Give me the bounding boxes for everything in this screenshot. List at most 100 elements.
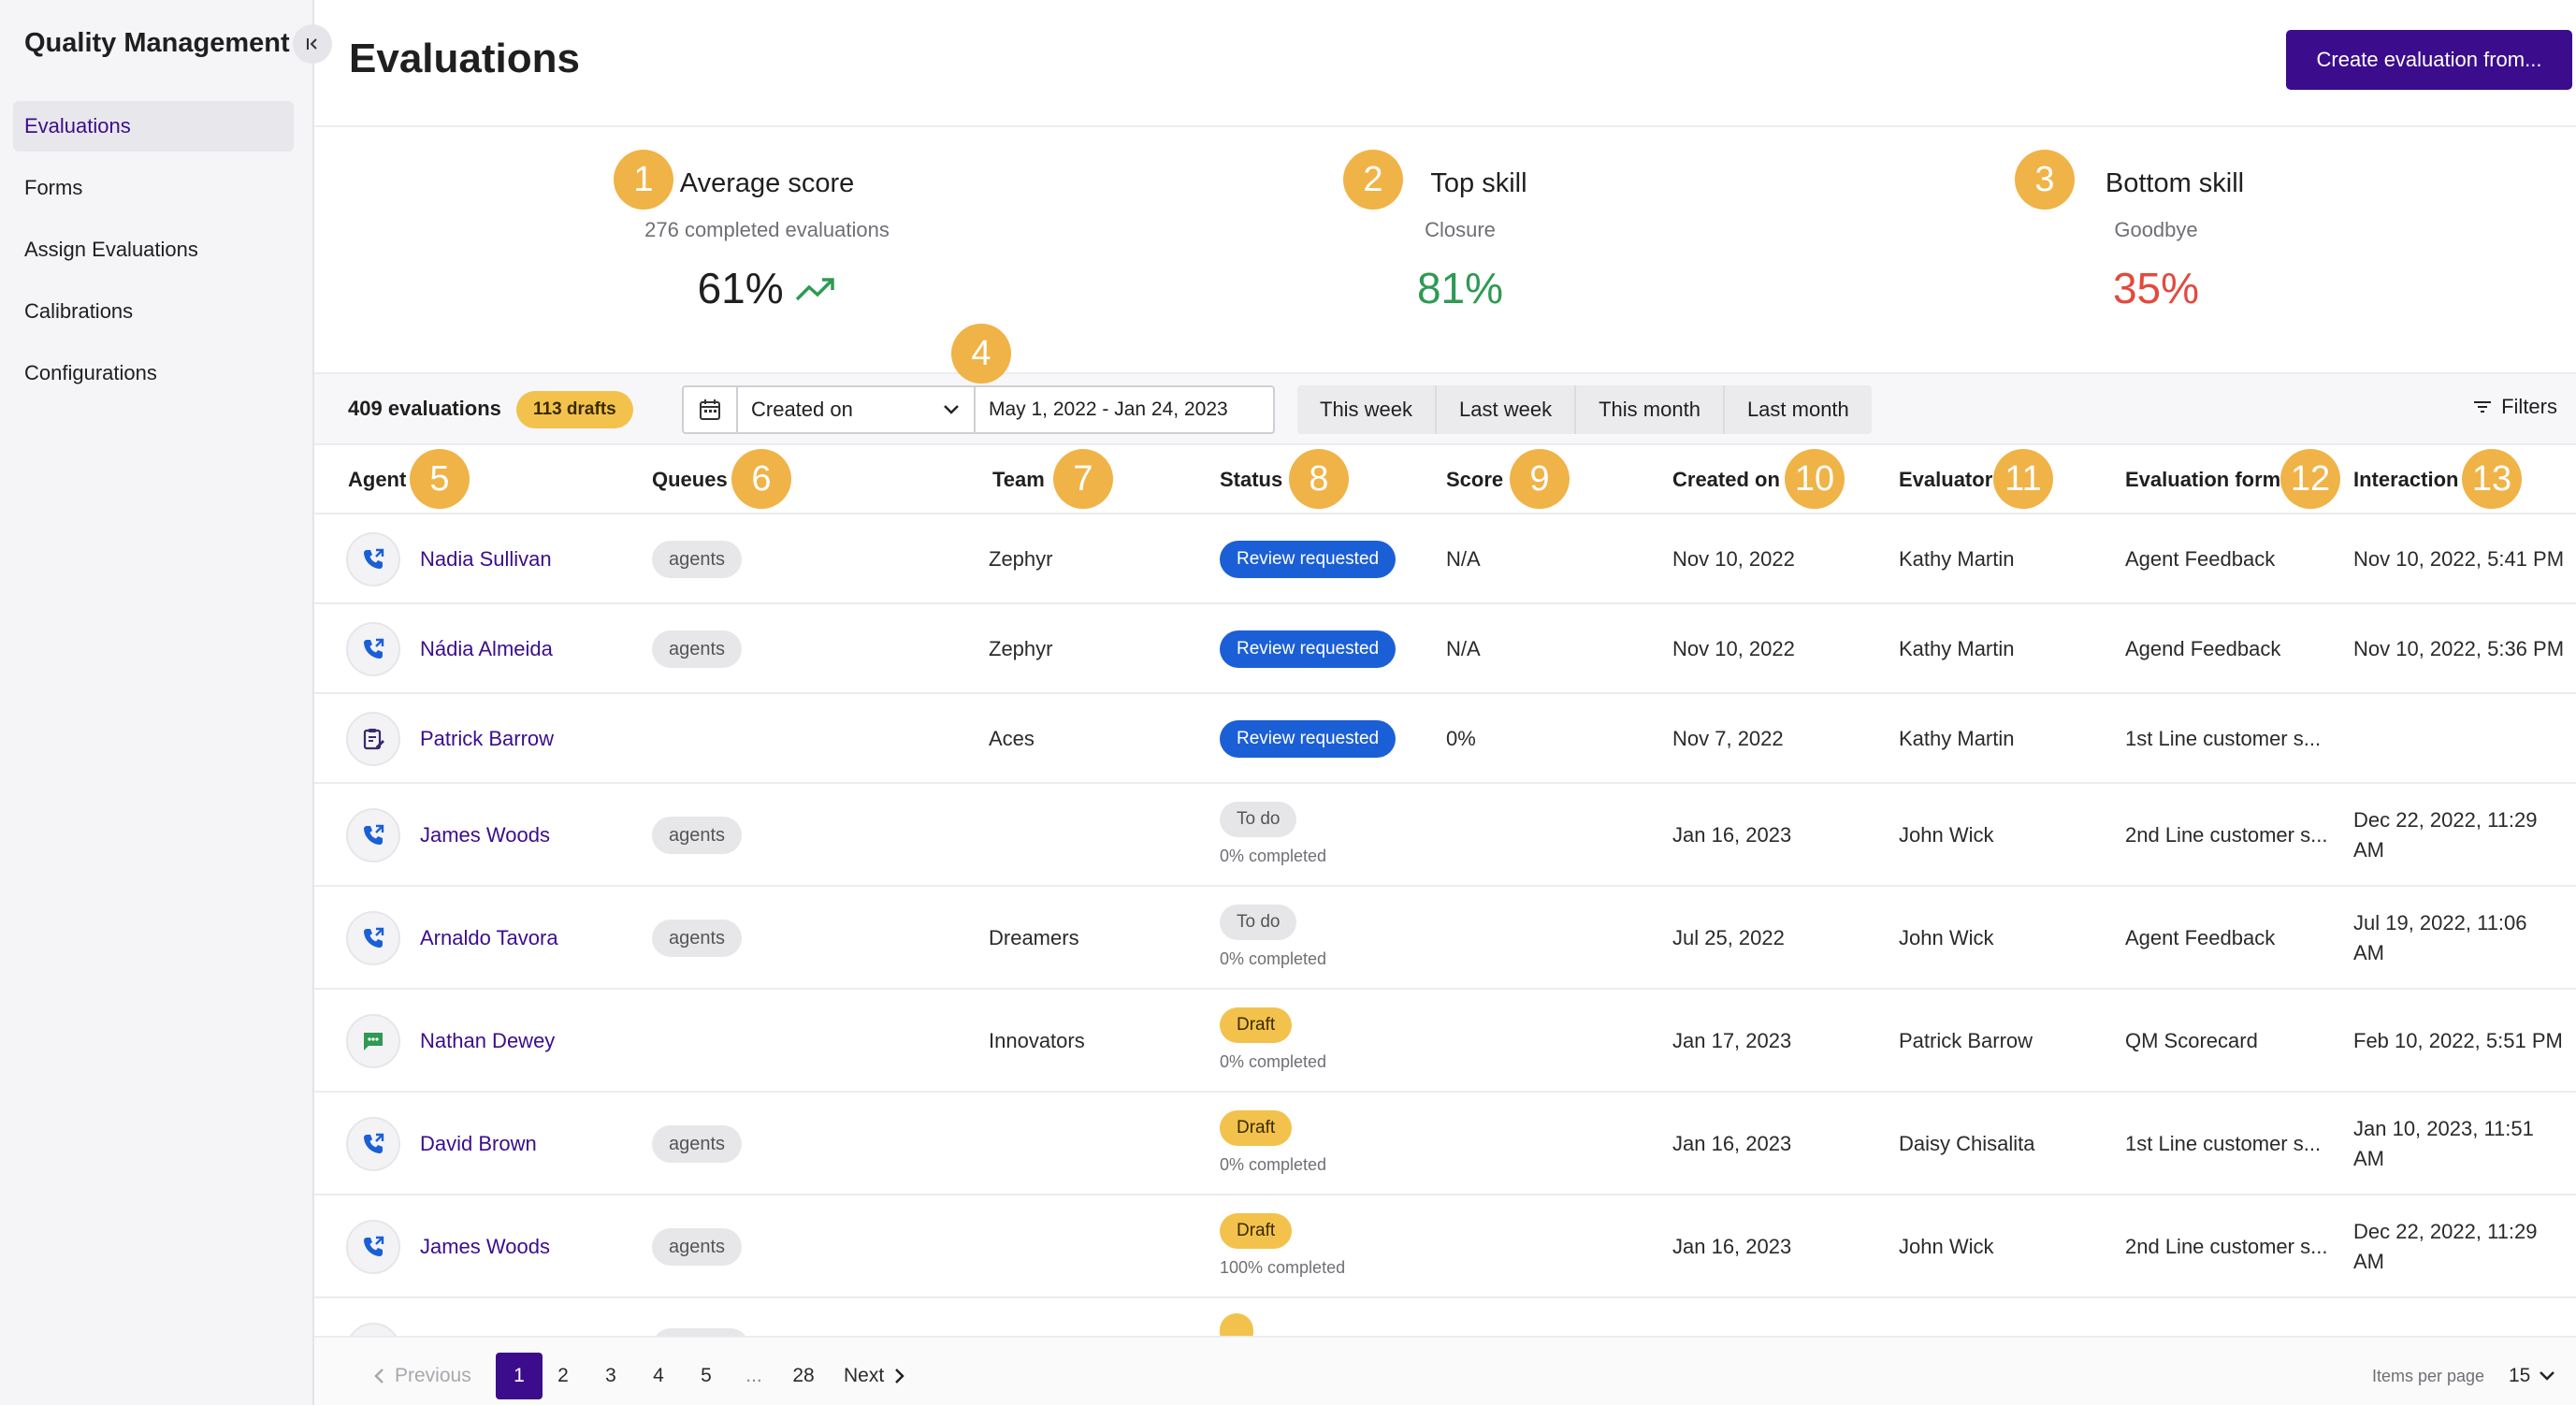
- create-evaluation-button[interactable]: Create evaluation from...: [2286, 30, 2572, 90]
- calendar-button[interactable]: [684, 387, 738, 432]
- table-row[interactable]: Patrick Barrow Aces Review requested 0% Nov …: [314, 694, 2576, 784]
- evaluator-cell: John Wick: [1899, 926, 1994, 949]
- page-1-button[interactable]: 1: [496, 1353, 543, 1399]
- team-cell: Zephyr: [989, 637, 1053, 660]
- evaluation-form-cell: 2nd Line customer s...: [2125, 1235, 2328, 1258]
- drafts-badge[interactable]: 113 drafts: [516, 391, 633, 428]
- row-channel-avatar: [346, 1014, 400, 1068]
- next-page-button[interactable]: Next: [844, 1353, 906, 1399]
- trending-up-icon: [796, 278, 835, 301]
- status-chip: Review requested: [1220, 630, 1397, 668]
- completion-text: 0% completed: [1220, 1052, 1327, 1071]
- pagination: Previous 1 2 3 4 5 ... 28 Next Items per…: [314, 1336, 2576, 1405]
- status-chip: Review requested: [1220, 541, 1397, 578]
- kpi-bottom-skill: Bottom skill Goodbye 35%: [2016, 140, 2296, 313]
- created-on-cell: Jul 25, 2022: [1672, 926, 1785, 949]
- sidebar-item-forms[interactable]: Forms: [24, 176, 83, 199]
- sidebar-item-configurations[interactable]: Configurations: [24, 361, 157, 384]
- table-row[interactable]: Arnaldo Tavora agents Dreamers To do 0% comp…: [314, 887, 2576, 990]
- table-row[interactable]: James Woods agents Draft 100% completed Jan …: [314, 1195, 2576, 1298]
- interaction-cell-line2: AM: [2353, 941, 2384, 964]
- page-28-button[interactable]: 28: [792, 1365, 815, 1386]
- annotation-marker: 10: [1785, 449, 1845, 509]
- agent-name-link[interactable]: Nathan Dewey: [420, 1029, 556, 1052]
- phone-icon: [360, 822, 386, 848]
- agent-name-link[interactable]: James Woods: [420, 1235, 550, 1258]
- items-per-page-select[interactable]: 15: [2509, 1353, 2556, 1399]
- evaluation-form-cell: Agent Feedback: [2125, 547, 2276, 571]
- kpi-title: Bottom skill: [2105, 168, 2245, 198]
- agent-name-link[interactable]: Nadia Sullivan: [420, 547, 552, 571]
- table-row[interactable]: Nadia Sullivan agents Zephyr Review request…: [314, 514, 2576, 604]
- kpi-value: 61%: [589, 263, 945, 313]
- evaluation-count: 409 evaluations: [348, 397, 501, 420]
- status-chip: Draft: [1220, 1213, 1293, 1249]
- sidebar-item-evaluations[interactable]: Evaluations: [13, 101, 294, 152]
- phone-icon: [360, 1234, 386, 1260]
- queue-chip: agents: [652, 541, 743, 578]
- kpi-title: Average score: [679, 168, 855, 198]
- status-chip: Draft: [1220, 1110, 1293, 1146]
- quick-range-group: This week Last week This month Last mont…: [1297, 385, 1872, 434]
- sidebar-item-calibrations[interactable]: Calibrations: [24, 299, 134, 323]
- score-cell: N/A: [1446, 547, 1481, 571]
- agent-name-link[interactable]: Nádia Almeida: [420, 637, 553, 660]
- table-row[interactable]: Nathan Dewey Innovators Draft 0% completed J…: [314, 990, 2576, 1093]
- collapse-sidebar-button[interactable]: [293, 24, 332, 64]
- status-chip: Review requested: [1220, 720, 1397, 758]
- annotation-marker: 12: [2280, 449, 2340, 509]
- column-header-status[interactable]: Status: [1220, 468, 1283, 491]
- date-filter: Created on May 1, 2022 - Jan 24, 2023: [682, 385, 1275, 434]
- phone-icon: [360, 636, 386, 662]
- column-header-evaluation-form[interactable]: Evaluation form: [2125, 468, 2281, 491]
- column-header-team[interactable]: Team: [992, 468, 1045, 491]
- interaction-cell: Nov 10, 2022, 5:36 PM: [2353, 637, 2565, 660]
- column-header-interaction[interactable]: Interaction: [2353, 468, 2459, 491]
- table-row[interactable]: David Brown agents Draft 0% completed Jan 16…: [314, 1093, 2576, 1195]
- calendar-icon: [700, 399, 720, 420]
- phone-icon: [360, 925, 386, 951]
- previous-page-button[interactable]: Previous: [372, 1353, 471, 1399]
- date-field-select[interactable]: Created on: [738, 387, 976, 432]
- agent-name-link[interactable]: David Brown: [420, 1132, 537, 1155]
- table-row[interactable]: Nádia Almeida agents Zephyr Review requeste…: [314, 604, 2576, 694]
- filters-button[interactable]: Filters: [2473, 395, 2557, 419]
- queue-chip: agents: [652, 920, 743, 957]
- row-channel-avatar: [346, 808, 400, 862]
- evaluator-cell: John Wick: [1899, 1235, 1994, 1258]
- evaluation-form-cell: Agend Feedback: [2125, 637, 2281, 660]
- this-week-button[interactable]: This week: [1297, 385, 1438, 434]
- column-header-evaluator[interactable]: Evaluator: [1899, 468, 1993, 491]
- this-month-button[interactable]: This month: [1576, 385, 1725, 434]
- column-header-score[interactable]: Score: [1446, 468, 1504, 491]
- page-4-button[interactable]: 4: [653, 1365, 664, 1386]
- table-row[interactable]: James Woods agents To do 0% completed Jan 16…: [314, 784, 2576, 887]
- annotation-marker: 11: [1993, 449, 2053, 509]
- score-cell: N/A: [1446, 637, 1481, 660]
- date-range-input[interactable]: May 1, 2022 - Jan 24, 2023: [989, 398, 1228, 420]
- column-header-queues[interactable]: Queues: [652, 468, 728, 491]
- last-week-button[interactable]: Last week: [1437, 385, 1577, 434]
- row-channel-avatar: [346, 911, 400, 965]
- sidebar-item-assign-evaluations[interactable]: Assign Evaluations: [24, 238, 198, 261]
- column-header-created-on[interactable]: Created on: [1672, 468, 1780, 491]
- page-3-button[interactable]: 3: [605, 1365, 616, 1386]
- last-month-button[interactable]: Last month: [1746, 398, 1849, 421]
- phone-icon: [360, 1131, 386, 1157]
- filters-label: Filters: [2501, 395, 2557, 418]
- interaction-cell-line2: AM: [2353, 1250, 2384, 1273]
- chat-icon: [360, 1028, 386, 1054]
- pagination-ellipsis: ...: [745, 1365, 762, 1386]
- items-per-page-value: 15: [2509, 1365, 2531, 1386]
- page-5-button[interactable]: 5: [701, 1365, 712, 1386]
- agent-name-link[interactable]: Patrick Barrow: [420, 727, 555, 750]
- kpi-value: 81%: [1416, 264, 1504, 312]
- previous-label: Previous: [395, 1365, 471, 1386]
- agent-name-link[interactable]: James Woods: [420, 823, 550, 847]
- column-header-agent[interactable]: Agent: [348, 468, 407, 491]
- created-on-cell: Jan 17, 2023: [1672, 1029, 1792, 1052]
- created-on-cell: Jan 16, 2023: [1672, 823, 1792, 847]
- evaluation-form-cell: 1st Line customer s...: [2125, 727, 2322, 750]
- agent-name-link[interactable]: Arnaldo Tavora: [420, 926, 558, 949]
- page-2-button[interactable]: 2: [557, 1365, 569, 1386]
